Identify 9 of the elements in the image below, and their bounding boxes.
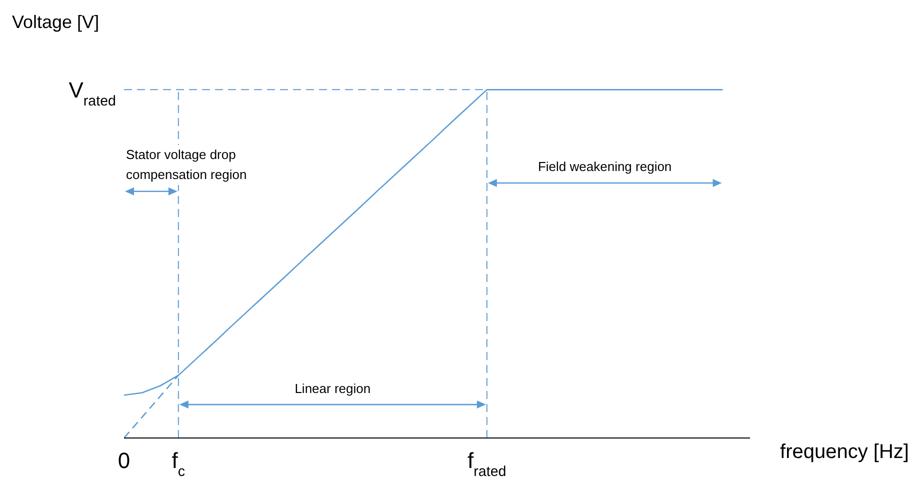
y-axis-title: Voltage [V] — [12, 12, 100, 32]
x-tick-label: f$_{c}$ — [172, 448, 186, 480]
x-tick-label: 0 — [118, 448, 130, 473]
annotation: Stator voltage drop compensation region — [126, 145, 286, 186]
x-axis-title: frequency [Hz] — [780, 441, 909, 463]
x-tick-label: f$_{rated}$ — [468, 448, 506, 480]
annotation: Linear region — [294, 380, 372, 398]
ref-line-label: V$_{rated}$ — [68, 78, 116, 110]
annotation: Field weakening region — [536, 158, 673, 176]
